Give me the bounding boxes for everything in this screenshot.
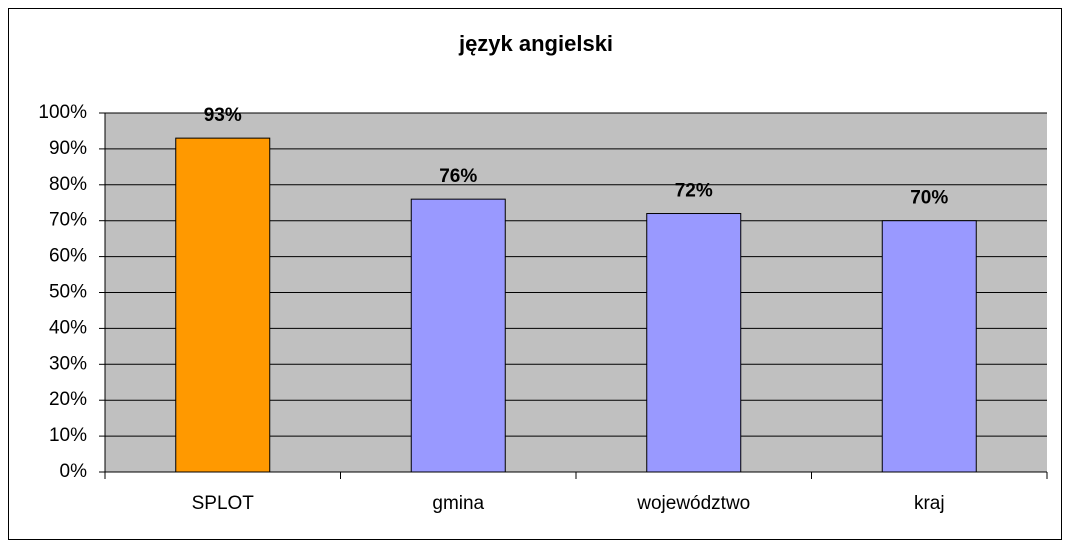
x-tick-label: SPLOT <box>192 493 255 514</box>
value-label: 70% <box>910 188 948 209</box>
y-tick-label: 80% <box>49 174 87 195</box>
x-tick-label: gmina <box>432 493 484 514</box>
y-tick-label: 40% <box>49 317 87 338</box>
value-label: 72% <box>675 181 713 202</box>
y-tick-label: 10% <box>49 425 87 446</box>
y-tick-label: 70% <box>49 210 87 231</box>
y-tick-label: 60% <box>49 246 87 267</box>
x-tick-label: województwo <box>636 493 750 514</box>
bar <box>646 213 742 473</box>
y-tick-label: 100% <box>38 102 87 123</box>
y-tick-label: 20% <box>49 389 87 410</box>
chart-title: język angielski <box>458 31 613 56</box>
bar <box>881 220 977 473</box>
bar <box>410 198 506 473</box>
y-tick-label: 0% <box>60 461 88 482</box>
y-tick-label: 50% <box>49 282 87 303</box>
value-label: 76% <box>439 166 477 187</box>
bar <box>175 137 271 473</box>
y-tick-label: 90% <box>49 138 87 159</box>
x-tick-label: kraj <box>914 493 945 514</box>
value-label: 93% <box>204 105 242 126</box>
y-tick-label: 30% <box>49 353 87 374</box>
